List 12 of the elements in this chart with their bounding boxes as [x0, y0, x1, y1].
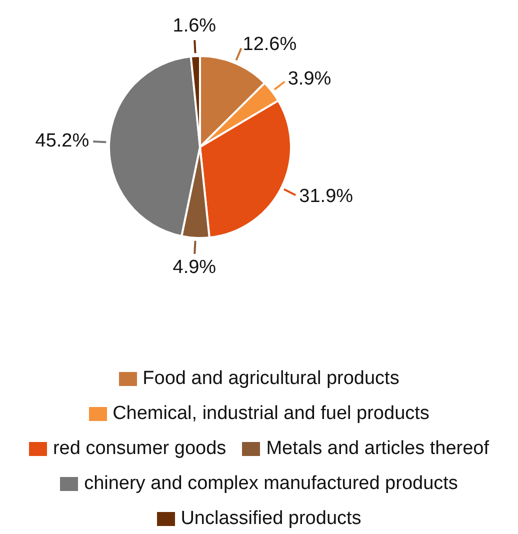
- legend-label: Food and agricultural products: [142, 368, 400, 390]
- legend-label: Metals and articles thereof: [265, 438, 490, 460]
- legend-label: Unclassified products: [180, 508, 362, 530]
- data-label: 31.9%: [299, 186, 354, 208]
- data-label: 12.6%: [242, 34, 297, 55]
- legend-label: Chemical, industrial and fuel products: [112, 403, 430, 425]
- data-label: 45.2%: [35, 130, 90, 152]
- data-label: 3.9%: [288, 68, 332, 90]
- data-label: 4.9%: [172, 257, 216, 278]
- legend-label: red consumer goods: [52, 438, 226, 460]
- data-label: 1.6%: [172, 15, 216, 36]
- legend-label: chinery and complex manufactured products: [83, 473, 458, 495]
